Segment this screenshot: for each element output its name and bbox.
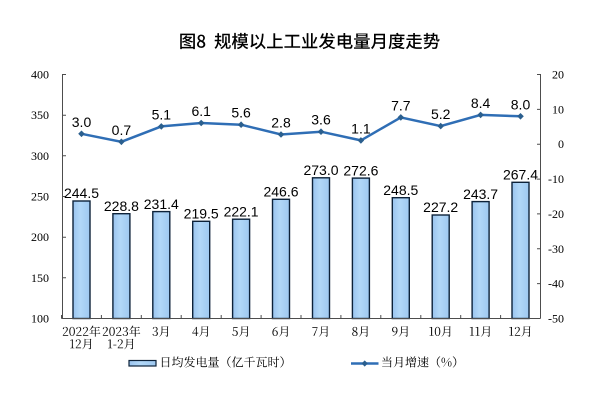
svg-text:246.6: 246.6 (263, 184, 298, 200)
svg-text:3.6: 3.6 (311, 112, 331, 128)
svg-text:250: 250 (31, 190, 49, 204)
svg-text:1.1: 1.1 (351, 120, 371, 136)
svg-text:8.4: 8.4 (471, 95, 491, 111)
svg-text:0: 0 (558, 137, 564, 151)
svg-text:267.4: 267.4 (503, 167, 538, 183)
svg-text:2.8: 2.8 (271, 115, 291, 131)
svg-text:244.5: 244.5 (64, 185, 99, 201)
svg-text:222.1: 222.1 (224, 203, 259, 219)
svg-text:20: 20 (552, 68, 564, 82)
svg-text:5.6: 5.6 (231, 105, 251, 121)
svg-text:272.6: 272.6 (343, 162, 378, 178)
svg-text:-20: -20 (548, 207, 564, 221)
svg-text:219.5: 219.5 (184, 206, 219, 222)
svg-text:227.2: 227.2 (423, 199, 458, 215)
svg-text:7.7: 7.7 (391, 97, 411, 113)
svg-text:-30: -30 (548, 242, 564, 256)
svg-text:6.1: 6.1 (191, 103, 211, 119)
svg-text:200: 200 (31, 230, 49, 244)
svg-text:231.4: 231.4 (144, 196, 179, 212)
svg-text:-50: -50 (548, 312, 564, 326)
svg-text:248.5: 248.5 (383, 182, 418, 198)
svg-text:150: 150 (31, 271, 49, 285)
svg-text:-40: -40 (548, 277, 564, 291)
svg-text:243.7: 243.7 (463, 186, 498, 202)
svg-text:400: 400 (31, 68, 49, 82)
svg-text:300: 300 (31, 149, 49, 163)
svg-text:5.1: 5.1 (152, 106, 172, 122)
svg-text:3.0: 3.0 (72, 114, 92, 130)
svg-text:8.0: 8.0 (511, 96, 531, 112)
svg-text:0.7: 0.7 (112, 122, 132, 138)
svg-text:5.2: 5.2 (431, 106, 451, 122)
svg-text:-10: -10 (548, 172, 564, 186)
svg-text:273.0: 273.0 (303, 162, 338, 178)
svg-text:350: 350 (31, 108, 49, 122)
svg-text:10: 10 (552, 102, 564, 116)
svg-text:228.8: 228.8 (104, 198, 139, 214)
svg-text:100: 100 (31, 312, 49, 326)
